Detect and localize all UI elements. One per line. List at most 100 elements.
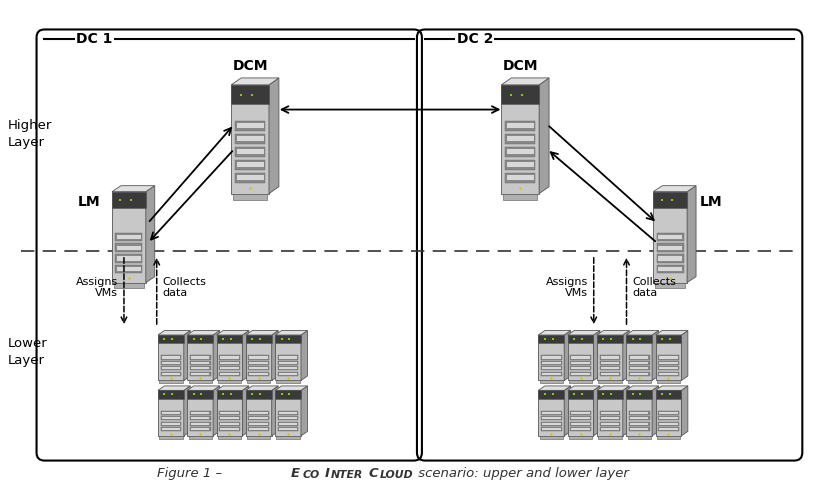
Bar xyxy=(231,85,269,194)
Bar xyxy=(278,427,298,431)
Bar xyxy=(159,436,183,439)
Bar xyxy=(250,417,268,420)
Polygon shape xyxy=(301,386,307,436)
Bar xyxy=(597,390,622,436)
Bar xyxy=(248,366,269,370)
Bar xyxy=(503,194,537,200)
Bar xyxy=(655,390,681,436)
Bar xyxy=(275,335,301,381)
Bar xyxy=(219,355,240,359)
Bar xyxy=(161,362,180,364)
Bar xyxy=(630,428,649,430)
Text: LOUD: LOUD xyxy=(380,470,414,480)
Bar xyxy=(161,427,181,431)
Bar xyxy=(250,423,268,425)
Bar xyxy=(158,390,183,436)
Bar xyxy=(231,85,269,105)
Bar xyxy=(278,355,298,359)
Bar xyxy=(248,427,269,431)
Polygon shape xyxy=(627,386,658,390)
Bar xyxy=(600,356,619,358)
Bar xyxy=(505,121,536,131)
Polygon shape xyxy=(655,386,688,390)
Bar xyxy=(246,390,272,398)
Bar xyxy=(115,233,143,241)
Bar xyxy=(188,436,212,439)
Text: Assigns
VMs: Assigns VMs xyxy=(545,277,588,298)
Bar xyxy=(572,356,590,358)
Bar xyxy=(598,381,622,383)
Bar xyxy=(191,356,210,358)
Bar xyxy=(655,390,681,398)
Polygon shape xyxy=(594,386,600,436)
Bar xyxy=(235,134,265,143)
Polygon shape xyxy=(213,386,219,436)
Bar xyxy=(501,85,539,105)
Bar xyxy=(275,390,301,398)
Polygon shape xyxy=(231,78,279,85)
Bar xyxy=(541,366,562,370)
Text: C: C xyxy=(369,467,378,480)
Polygon shape xyxy=(216,330,249,335)
Bar xyxy=(541,411,562,415)
Bar xyxy=(538,335,564,381)
Bar xyxy=(220,367,239,369)
Bar xyxy=(630,423,649,425)
Bar xyxy=(220,423,239,425)
Bar xyxy=(219,427,240,431)
Bar xyxy=(278,356,297,358)
Bar xyxy=(188,381,212,383)
Polygon shape xyxy=(188,386,219,390)
Bar xyxy=(538,335,564,343)
Bar xyxy=(117,235,141,239)
Bar xyxy=(658,366,679,370)
Bar xyxy=(161,416,181,421)
Bar xyxy=(115,244,143,251)
Bar xyxy=(570,361,591,365)
Text: Lower
Layer: Lower Layer xyxy=(7,337,48,367)
Bar xyxy=(250,373,268,375)
Bar xyxy=(659,417,678,420)
Polygon shape xyxy=(272,386,278,436)
Bar xyxy=(659,428,678,430)
Bar xyxy=(278,362,297,364)
Bar xyxy=(161,367,180,369)
Bar xyxy=(191,373,210,375)
Bar xyxy=(600,423,619,425)
Bar xyxy=(627,390,652,398)
Bar xyxy=(629,427,649,431)
Polygon shape xyxy=(564,386,571,436)
Bar xyxy=(569,381,592,383)
Polygon shape xyxy=(216,386,249,390)
Bar xyxy=(246,335,272,381)
Bar xyxy=(570,416,591,421)
Bar xyxy=(505,160,536,170)
Bar xyxy=(542,423,560,425)
Bar xyxy=(542,356,560,358)
Bar xyxy=(220,356,239,358)
Bar xyxy=(630,412,649,414)
Bar xyxy=(542,428,560,430)
Bar xyxy=(218,436,241,439)
Bar xyxy=(630,373,649,375)
Bar xyxy=(541,422,562,426)
Bar xyxy=(219,372,240,376)
Bar xyxy=(117,256,141,260)
Bar xyxy=(630,362,649,364)
Bar xyxy=(542,362,560,364)
Bar xyxy=(507,162,534,167)
Bar xyxy=(630,417,649,420)
Bar xyxy=(191,362,210,364)
Bar xyxy=(191,367,210,369)
Bar xyxy=(190,422,210,426)
Bar xyxy=(657,254,684,263)
Bar xyxy=(161,428,180,430)
Bar xyxy=(600,355,620,359)
Bar xyxy=(659,412,678,414)
Bar xyxy=(658,235,682,239)
Polygon shape xyxy=(158,330,190,335)
Bar xyxy=(237,123,264,128)
Bar xyxy=(600,412,619,414)
Bar xyxy=(250,362,268,364)
Bar xyxy=(220,428,239,430)
